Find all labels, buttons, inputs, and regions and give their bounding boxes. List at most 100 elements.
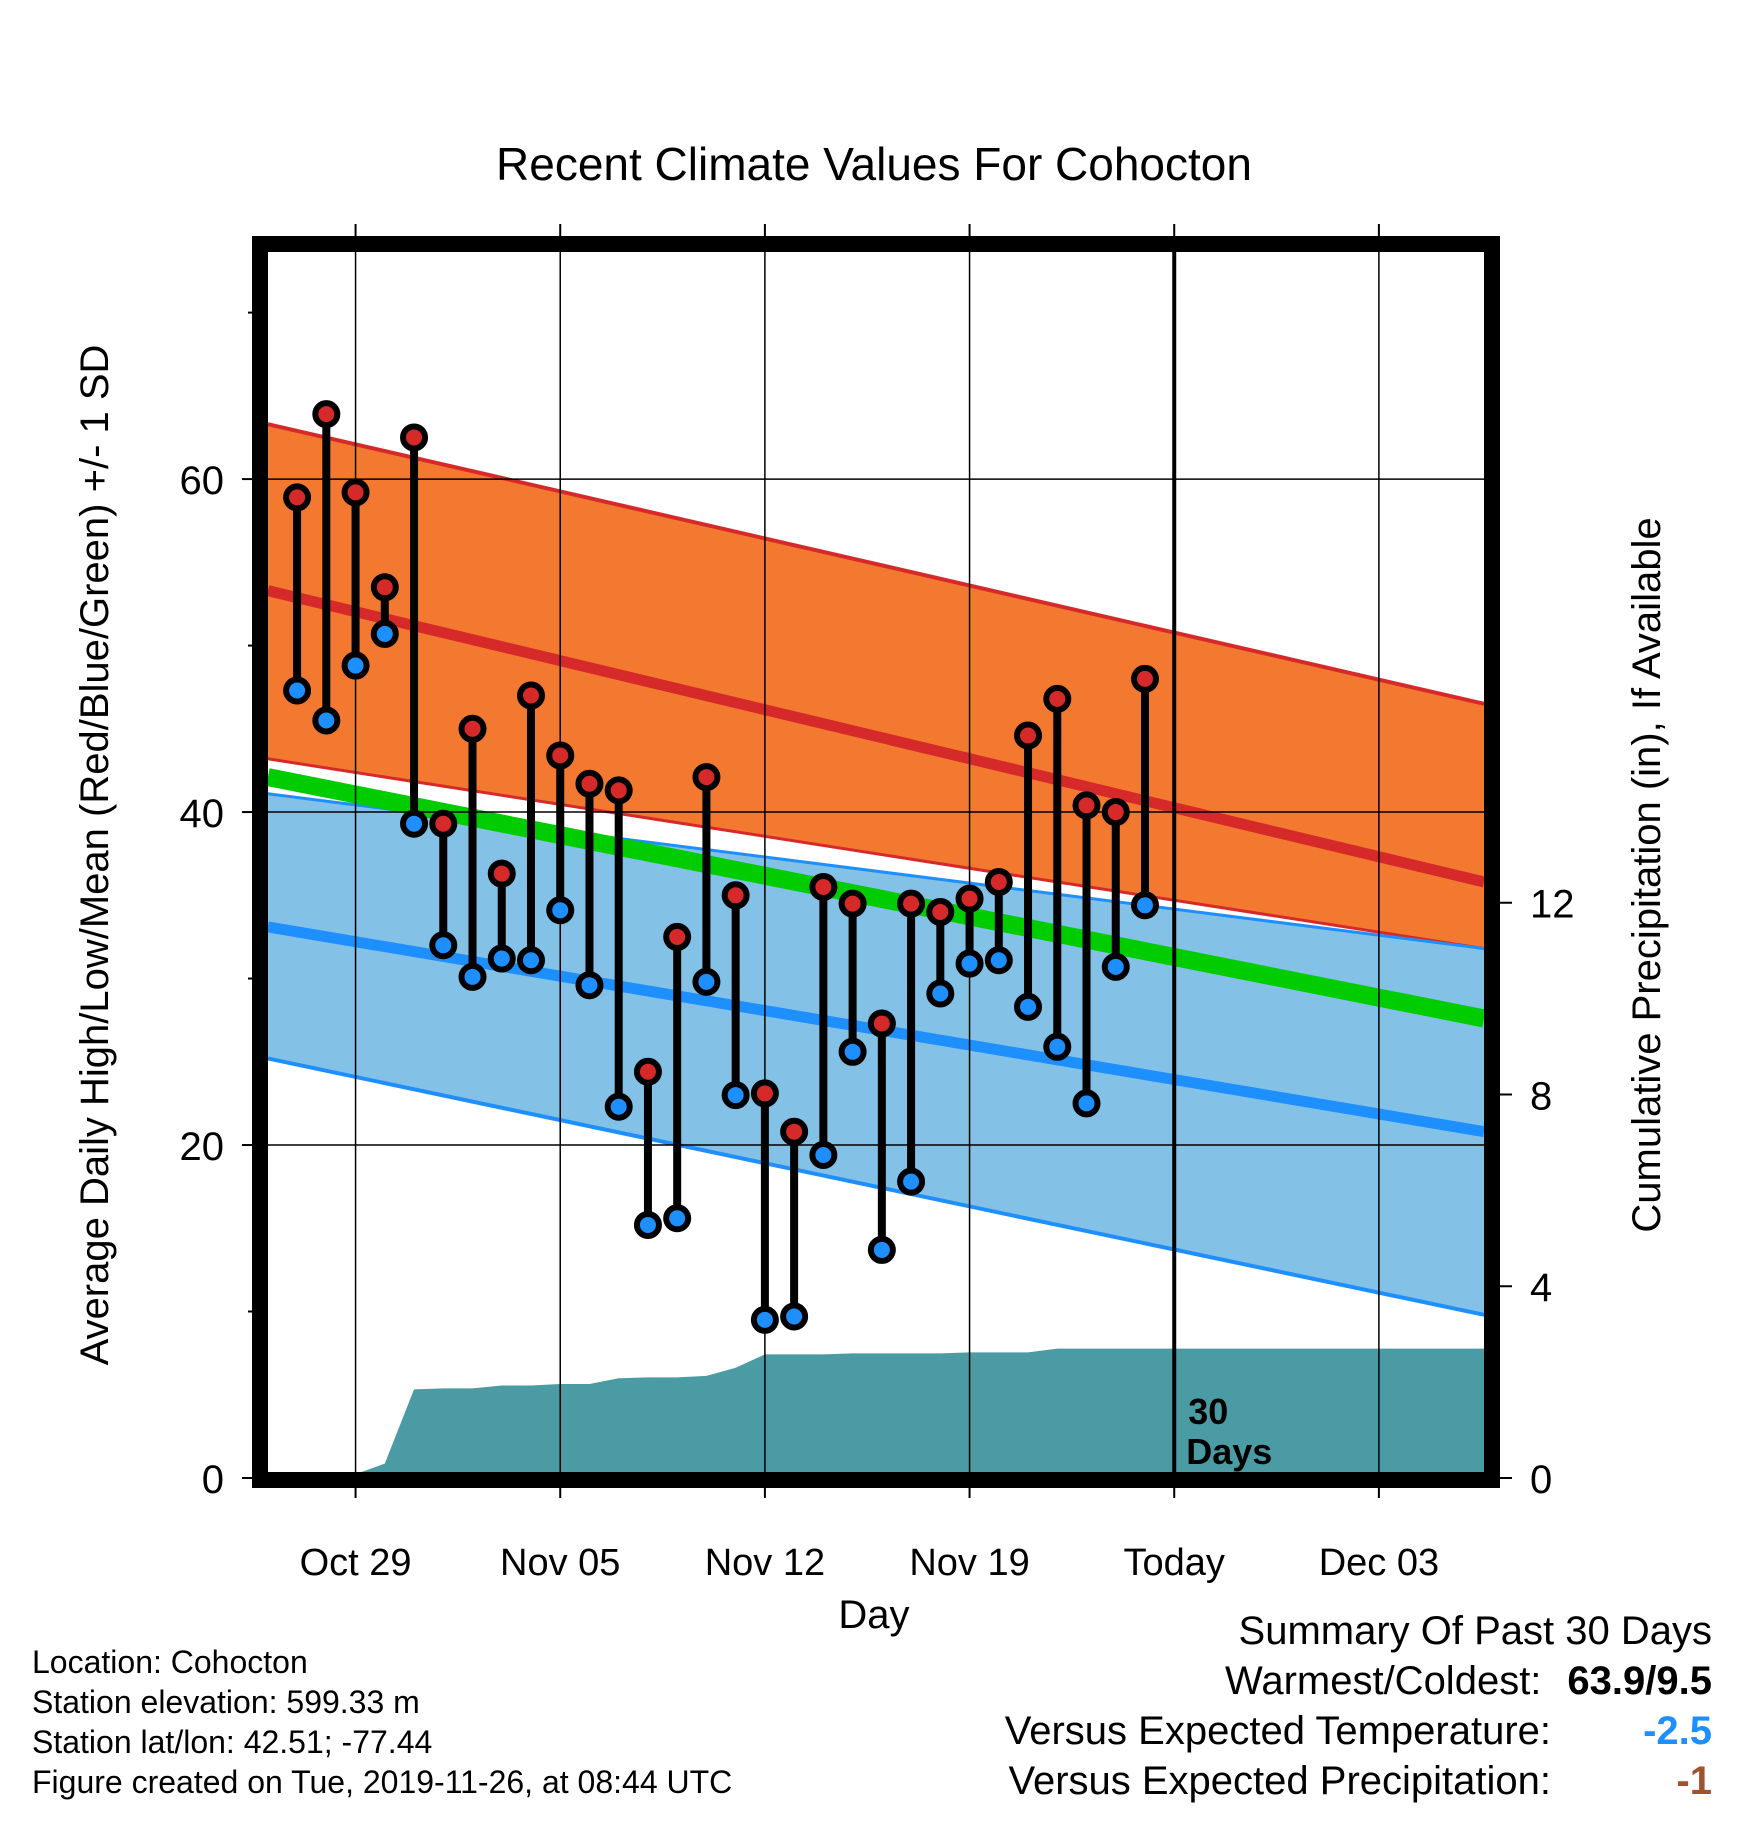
daily-high-point (487, 859, 516, 888)
low-lower-edge (267, 1056, 1485, 1317)
y2-tick-label: 4 (1530, 1266, 1552, 1310)
daily-high-point (1043, 684, 1072, 713)
y2-tick-label: 12 (1530, 883, 1575, 927)
daily-low-point (575, 971, 604, 1000)
x-tick-label: Nov 12 (705, 1542, 825, 1584)
y2-tick-label: 0 (1530, 1458, 1552, 1502)
today-days-label-line2: Days (1186, 1431, 1272, 1472)
x-tick-label: Nov 19 (909, 1542, 1029, 1584)
high-normal-line (266, 585, 1486, 888)
high-upper-edge (267, 422, 1485, 706)
daily-high-point (1014, 721, 1043, 750)
daily-low-point (458, 962, 487, 991)
daily-low-point (1014, 992, 1043, 1021)
daily-high-point (926, 897, 955, 926)
chart-title: Recent Climate Values For Cohocton (496, 138, 1252, 190)
daily-low-point (1101, 952, 1130, 981)
daily-low-point (487, 944, 516, 973)
summary-temp-value: -2.5 (1643, 1709, 1712, 1753)
daily-high-point (663, 922, 692, 951)
daily-low-point (546, 896, 575, 925)
summary-precip-row: Versus Expected Precipitation: -1 (1005, 1756, 1712, 1806)
daily-high-point (750, 1079, 779, 1108)
elevation-text: Station elevation: 599.33 m (32, 1684, 420, 1720)
daily-low-point (370, 619, 399, 648)
daily-high-point (897, 889, 926, 918)
daily-high-point (984, 867, 1013, 896)
daily-high-point (809, 872, 838, 901)
summary-title: Summary Of Past 30 Days (1238, 1609, 1712, 1653)
y-axis-label: Average Daily High/Low/Mean (Red/Blue/Gr… (73, 345, 117, 1366)
daily-low-point (663, 1204, 692, 1233)
daily-high-point (575, 769, 604, 798)
daily-low-point (1072, 1089, 1101, 1118)
daily-low-point (516, 946, 545, 975)
y-tick-label: 40 (180, 792, 225, 836)
daily-low-point (838, 1037, 867, 1066)
daily-high-point (721, 881, 750, 910)
daily-low-point (780, 1302, 809, 1331)
y-tick-label: 20 (180, 1125, 225, 1169)
daily-low-point (721, 1081, 750, 1110)
station-info: Location: Cohocton Station elevation: 59… (32, 1642, 732, 1802)
summary-precip-value: -1 (1676, 1759, 1712, 1803)
daily-high-point (867, 1009, 896, 1038)
daily-low-point (312, 706, 341, 735)
daily-high-point (458, 714, 487, 743)
daily-low-point (283, 676, 312, 705)
summary-warmest-value: 63.9/9.5 (1567, 1659, 1712, 1703)
daily-high-point (516, 681, 545, 710)
daily-low-point (604, 1092, 633, 1121)
daily-high-point (633, 1057, 662, 1086)
daily-low-point (897, 1167, 926, 1196)
daily-high-point (312, 400, 341, 429)
daily-low-point (750, 1305, 779, 1334)
daily-high-point (1072, 791, 1101, 820)
daily-low-point (1130, 891, 1159, 920)
daily-low-point (809, 1141, 838, 1170)
daily-high-point (370, 573, 399, 602)
today-days-label-line1: 30 (1188, 1391, 1228, 1432)
summary-warmest-row: Warmest/Coldest: 63.9/9.5 (1005, 1656, 1712, 1706)
daily-high-point (604, 776, 633, 805)
daily-high-point (429, 809, 458, 838)
daily-high-point (546, 741, 575, 770)
x-tick-label: Nov 05 (500, 1542, 620, 1584)
daily-high-point (692, 763, 721, 792)
x-tick-label: Today (1124, 1542, 1225, 1584)
low-normal-band (267, 793, 1485, 1315)
summary-precip-label: Versus Expected Precipitation: (1008, 1759, 1551, 1803)
y2-axis-label: Cumulative Precipitation (in), If Availa… (1625, 517, 1669, 1232)
daily-low-point (400, 809, 429, 838)
daily-low-point (867, 1235, 896, 1264)
daily-low-point (692, 967, 721, 996)
x-tick-label: Oct 29 (300, 1542, 412, 1584)
daily-high-point (780, 1117, 809, 1146)
plot-frame (252, 236, 1500, 1488)
summary-panel: Summary Of Past 30 Days Warmest/Coldest:… (1005, 1606, 1712, 1806)
x-axis-label: Day (838, 1593, 909, 1637)
summary-warmest-label: Warmest/Coldest: (1225, 1659, 1542, 1703)
daily-high-point (1101, 798, 1130, 827)
location-text: Location: Cohocton (32, 1644, 308, 1680)
x-tick-label: Dec 03 (1319, 1542, 1439, 1584)
daily-high-point (955, 884, 984, 913)
daily-high-point (341, 478, 370, 507)
daily-high-point (838, 889, 867, 918)
daily-high-point (1130, 664, 1159, 693)
summary-temp-row: Versus Expected Temperature: -2.5 (1005, 1706, 1712, 1756)
daily-low-point (926, 979, 955, 1008)
daily-low-point (984, 946, 1013, 975)
created-text: Figure created on Tue, 2019-11-26, at 08… (32, 1764, 733, 1800)
summary-temp-label: Versus Expected Temperature: (1004, 1709, 1551, 1753)
daily-high-point (400, 423, 429, 452)
y-tick-label: 0 (202, 1458, 224, 1502)
daily-low-point (341, 651, 370, 680)
daily-high-point (283, 483, 312, 512)
daily-low-point (633, 1210, 662, 1239)
daily-low-point (1043, 1032, 1072, 1061)
high-normal-band (267, 424, 1485, 949)
